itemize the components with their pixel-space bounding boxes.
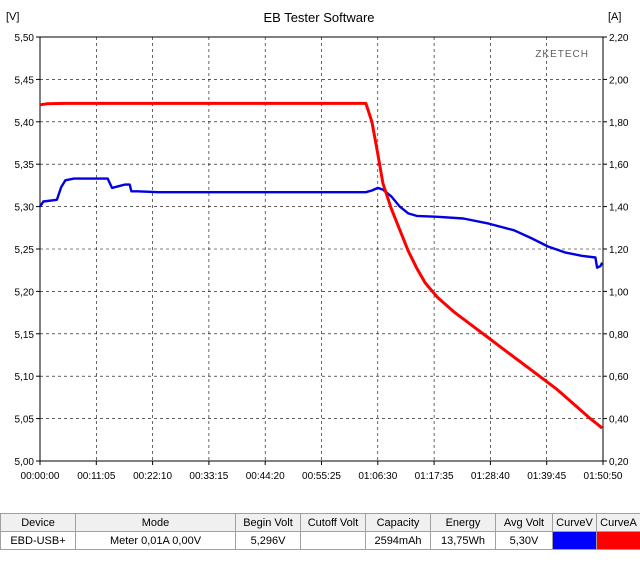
x-tick-label: 00:22:10	[133, 471, 172, 482]
left-tick-label: 5,05	[15, 415, 35, 426]
right-tick-label: 1,20	[609, 245, 629, 256]
x-tick-label: 00:33:15	[189, 471, 228, 482]
right-tick-label: 1,40	[609, 203, 629, 214]
grid	[40, 37, 603, 461]
right-tick-label: 2,20	[609, 33, 629, 44]
left-tick-label: 5,50	[15, 33, 35, 44]
right-tick-label: 0,60	[609, 372, 629, 383]
left-tick-label: 5,20	[15, 287, 35, 298]
header-curve-v: CurveV	[552, 513, 597, 532]
right-axis-unit: [A]	[608, 11, 621, 23]
x-tick-label: 01:39:45	[527, 471, 566, 482]
x-tick-label: 00:11:05	[77, 471, 116, 482]
right-tick-label: 0,80	[609, 330, 629, 341]
header-begin-volt: Begin Volt	[235, 513, 301, 532]
watermark: ZKETECH	[535, 49, 589, 60]
x-tick-label: 01:28:40	[471, 471, 510, 482]
current-series-line	[39, 101, 604, 430]
series-layer	[39, 101, 604, 430]
right-tick-label: 1,00	[609, 287, 629, 298]
right-tick-label: 1,60	[609, 160, 629, 171]
header-cutoff-volt: Cutoff Volt	[300, 513, 366, 532]
x-tick-label: 01:06:30	[358, 471, 397, 482]
cell-energy: 13,75Wh	[430, 531, 496, 550]
header-avg-volt: Avg Volt	[495, 513, 553, 532]
x-tick-label: 00:00:00	[21, 471, 60, 482]
table-header-row: Device Mode Begin Volt Cutoff Volt Capac…	[0, 513, 640, 532]
cell-capacity: 2594mAh	[365, 531, 431, 550]
left-tick-label: 5,25	[15, 245, 35, 256]
cell-device: EBD-USB+	[0, 531, 76, 550]
cell-begin-volt: 5,296V	[235, 531, 301, 550]
header-curve-a: CurveA	[596, 513, 640, 532]
left-tick-label: 5,00	[15, 457, 35, 468]
left-tick-label: 5,45	[15, 75, 35, 86]
cell-avg-volt: 5,30V	[495, 531, 553, 550]
x-tick-label: 01:50:50	[584, 471, 623, 482]
cell-mode: Meter 0,01A 0,00V	[75, 531, 236, 550]
chart: [V] EB Tester Software [A] ZKETECH 5,00 0…	[6, 10, 629, 482]
left-tick-label: 5,15	[15, 330, 35, 341]
voltage-series-line	[39, 177, 604, 269]
header-device: Device	[0, 513, 76, 532]
x-tick-label: 01:17:35	[415, 471, 454, 482]
header-capacity: Capacity	[365, 513, 431, 532]
right-tick-label: 0,20	[609, 457, 629, 468]
chart-title: EB Tester Software	[263, 10, 374, 25]
right-tick-label: 0,40	[609, 415, 629, 426]
header-mode: Mode	[75, 513, 236, 532]
curve-v-swatch[interactable]	[552, 531, 597, 550]
left-tick-label: 5,40	[15, 118, 35, 129]
left-tick-label: 5,10	[15, 372, 35, 383]
x-tick-label: 00:44:20	[246, 471, 285, 482]
curve-a-swatch[interactable]	[596, 531, 640, 550]
right-tick-label: 1,80	[609, 118, 629, 129]
left-tick-label: 5,35	[15, 160, 35, 171]
table-row[interactable]: EBD-USB+ Meter 0,01A 0,00V 5,296V 2594mA…	[0, 531, 640, 550]
left-tick-label: 5,30	[15, 203, 35, 214]
cell-cutoff-volt	[300, 531, 366, 550]
header-energy: Energy	[430, 513, 496, 532]
right-tick-label: 2,00	[609, 75, 629, 86]
x-tick-label: 00:55:25	[302, 471, 341, 482]
left-axis-unit: [V]	[6, 11, 19, 23]
axis-labels: 5,00 0,20 5,05 0,40 5,10 0,60 5,15 0,80 5,20 1,00…	[15, 33, 629, 482]
info-table: Device Mode Begin Volt Cutoff Volt Capac…	[0, 513, 640, 550]
